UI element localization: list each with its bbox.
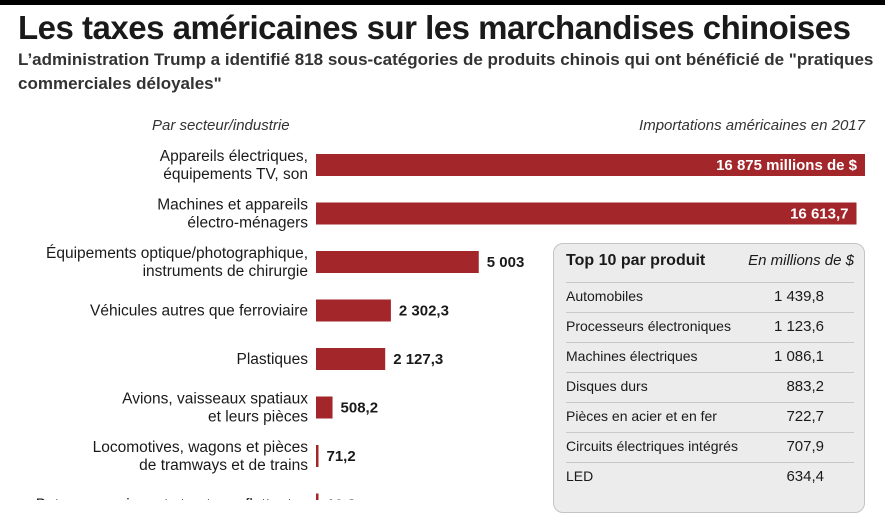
bar bbox=[316, 202, 857, 225]
bar bbox=[316, 493, 319, 500]
bar bbox=[316, 154, 865, 176]
bar bbox=[316, 445, 319, 467]
top10-unit: En millions de $ bbox=[748, 252, 854, 269]
product-value: 1 439,8 bbox=[773, 288, 824, 305]
top10-row: LED 634,4 bbox=[566, 462, 854, 493]
sector-axis-label: Par secteur/industrie bbox=[152, 117, 290, 134]
top10-row: Disques durs 883,2 bbox=[566, 372, 854, 403]
category-label: Appareils électriques, équipements TV, so… bbox=[160, 148, 308, 183]
top10-row: Processeurs électroniques 1 123,6 bbox=[566, 312, 854, 343]
product-value: 883,2 bbox=[786, 378, 824, 395]
top10-title: Top 10 par produit bbox=[566, 252, 706, 269]
product-value: 707,9 bbox=[786, 438, 824, 455]
top10-row: Automobiles 1 439,8 bbox=[566, 282, 854, 313]
top10-row: Pièces en acier et en fer 722,7 bbox=[566, 402, 854, 433]
product-name: Disques durs bbox=[566, 378, 648, 394]
value-label: 5 003 bbox=[487, 254, 525, 271]
top10-row: Machines électriques 1 086,1 bbox=[566, 342, 854, 373]
product-value: 722,7 bbox=[786, 408, 824, 425]
category-label: Avions, vaisseaux spatiaux et leurs pièce… bbox=[122, 391, 308, 426]
product-name: Processeurs électroniques bbox=[566, 318, 731, 334]
value-label: 71,2 bbox=[327, 448, 356, 465]
value-label: 16 875 millions de $ bbox=[716, 157, 858, 174]
product-name: Circuits électriques intégrés bbox=[566, 438, 738, 454]
product-name: Automobiles bbox=[566, 288, 644, 304]
product-value: 1 123,6 bbox=[773, 318, 824, 335]
bar bbox=[316, 299, 391, 322]
product-name: Pièces en acier et en fer bbox=[566, 408, 717, 424]
value-label: 2 302,3 bbox=[399, 303, 449, 320]
product-value: 634,4 bbox=[786, 468, 824, 485]
category-label: Véhicules autres que ferroviaire bbox=[90, 303, 308, 320]
bar bbox=[316, 348, 386, 370]
category-label: Bateaux, navires et structures flottante… bbox=[36, 497, 308, 501]
value-label: 16 613,7 bbox=[790, 206, 848, 223]
category-label: Équipements optique/photographique, instr… bbox=[46, 245, 308, 280]
page-title: Les taxes américaines sur les marchandis… bbox=[18, 9, 851, 46]
bar-chart: Appareils électriques, équipements TV, so… bbox=[36, 148, 865, 501]
value-label: 10,8 bbox=[327, 497, 356, 501]
product-value: 1 086,1 bbox=[773, 348, 824, 365]
top-rule bbox=[0, 0, 885, 5]
page-subtitle: L’administration Trump a identifié 818 s… bbox=[18, 50, 874, 93]
top10-panel: Top 10 par produit En millions de $ Auto… bbox=[553, 243, 865, 513]
value-label: 2 127,3 bbox=[393, 351, 443, 368]
category-label: Plastiques bbox=[236, 351, 308, 368]
bar bbox=[316, 396, 333, 419]
top10-header: Top 10 par produit En millions de $ bbox=[566, 252, 854, 278]
imports-axis-label: Importations américaines en 2017 bbox=[639, 117, 865, 134]
product-name: LED bbox=[566, 468, 594, 484]
category-label: Locomotives, wagons et pièces de tramways… bbox=[93, 439, 309, 474]
category-label: Machines et appareils électro-ménagers bbox=[157, 197, 308, 232]
bar bbox=[316, 251, 479, 273]
product-name: Machines électriques bbox=[566, 348, 698, 364]
top10-row: Circuits électriques intégrés 707,9 bbox=[566, 432, 854, 463]
value-label: 508,2 bbox=[341, 400, 379, 417]
